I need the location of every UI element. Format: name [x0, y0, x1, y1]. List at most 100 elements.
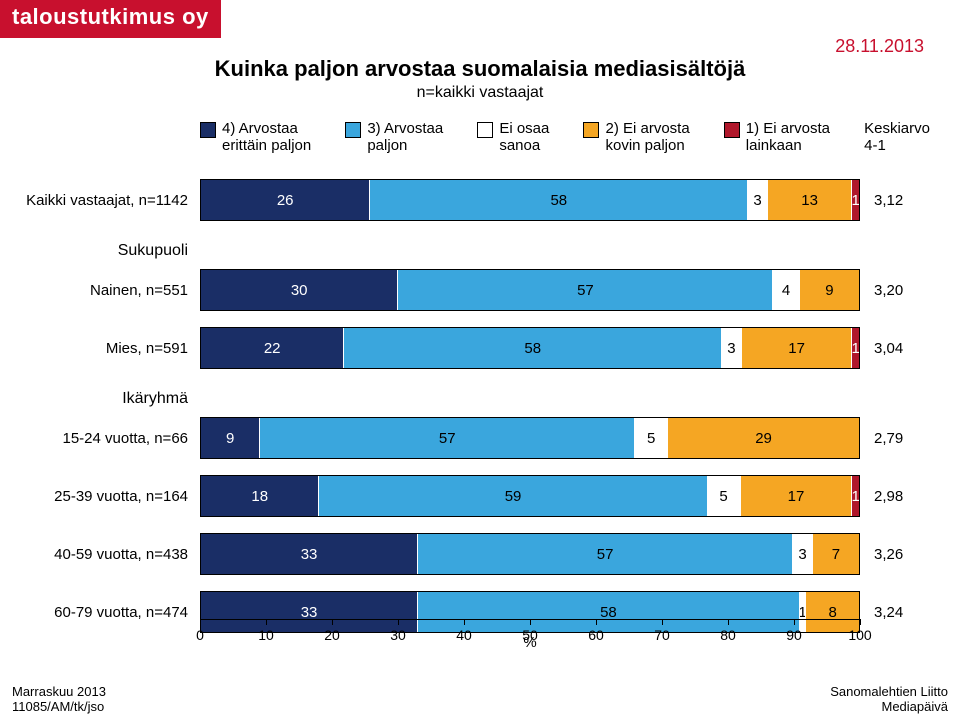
legend-item: 4) Arvostaa erittäin paljon [200, 120, 311, 155]
axis-tick [728, 619, 729, 625]
bar-segment: 29 [668, 418, 859, 458]
bar-segment: 5 [708, 476, 741, 516]
chart-subtitle: n=kaikki vastaajat [0, 84, 960, 102]
bar-segment: 33 [201, 534, 418, 574]
bar-segment: 58 [370, 180, 748, 220]
data-row: Nainen, n=5513057493,20 [0, 269, 960, 311]
brand-logo: taloustutkimus oy [0, 0, 221, 38]
legend-label: Ei osaa sanoa [499, 120, 549, 155]
legend-item: 1) Ei arvosta lainkaan [724, 120, 830, 155]
bar-segment: 26 [201, 180, 370, 220]
x-axis-label: % [200, 634, 860, 651]
legend-label: 3) Arvostaa paljon [367, 120, 443, 155]
bar-wrap: 335737 [200, 533, 860, 575]
row-label: Mies, n=591 [0, 340, 200, 357]
section-label: Sukupuoli [0, 242, 200, 260]
row-label: 40-59 vuotta, n=438 [0, 546, 200, 563]
legend-swatch [583, 122, 599, 138]
bar-wrap [200, 385, 860, 413]
axis-tick [662, 619, 663, 625]
bar-segment: 3 [722, 328, 742, 368]
chart-area: Kaikki vastaajat, n=1142265831313,12Suku… [0, 175, 960, 665]
legend-item: 3) Arvostaa paljon [345, 120, 443, 155]
legend-avg-header: Keskiarvo 4-1 [864, 120, 930, 155]
section-label: Ikäryhmä [0, 390, 200, 408]
legend-item: 2) Ei arvosta kovin paljon [583, 120, 689, 155]
row-average: 2,79 [860, 430, 940, 447]
legend-swatch [200, 122, 216, 138]
data-row: 40-59 vuotta, n=4383357373,26 [0, 533, 960, 575]
data-row: 25-39 vuotta, n=164185951712,98 [0, 475, 960, 517]
footer-left-line1: Marraskuu 2013 [12, 684, 106, 700]
bar-segment: 7 [813, 534, 859, 574]
bar-segment: 1 [852, 476, 859, 516]
row-average: 3,26 [860, 546, 940, 563]
bar-segment: 58 [344, 328, 722, 368]
bar-segment: 57 [418, 534, 793, 574]
axis-tick [596, 619, 597, 625]
bar-wrap [200, 237, 860, 265]
report-date: 28.11.2013 [835, 36, 924, 57]
bar-segment: 17 [742, 328, 853, 368]
bar-segment: 9 [201, 418, 260, 458]
legend-swatch [477, 122, 493, 138]
legend-label: 4) Arvostaa erittäin paljon [222, 120, 311, 155]
axis-tick [398, 619, 399, 625]
row-average: 3,12 [860, 192, 940, 209]
bar-segment: 22 [201, 328, 344, 368]
data-row: 15-24 vuotta, n=669575292,79 [0, 417, 960, 459]
row-average: 3,24 [860, 604, 940, 621]
bar-segment: 3 [748, 180, 768, 220]
legend-swatch [345, 122, 361, 138]
bar-wrap: 18595171 [200, 475, 860, 517]
bar-segment: 59 [319, 476, 707, 516]
bar-segment: 18 [201, 476, 319, 516]
section-label-row: Ikäryhmä [0, 385, 960, 413]
footer-left-line2: 11085/AM/tk/jso [12, 699, 106, 715]
bar-segment: 3 [793, 534, 813, 574]
legend: 4) Arvostaa erittäin paljon 3) Arvostaa p… [200, 120, 930, 155]
legend-label: 2) Ei arvosta kovin paljon [605, 120, 689, 155]
data-row: Kaikki vastaajat, n=1142265831313,12 [0, 179, 960, 221]
axis-tick [860, 619, 861, 625]
legend-swatch [724, 122, 740, 138]
row-label: Nainen, n=551 [0, 282, 200, 299]
footer-right-line2: Mediapäivä [830, 699, 948, 715]
bar-wrap: 305749 [200, 269, 860, 311]
axis-tick [200, 619, 201, 625]
bar-segment: 4 [773, 270, 799, 310]
x-axis: 0102030405060708090100 [200, 619, 860, 627]
bar-segment: 9 [800, 270, 859, 310]
legend-label: 1) Ei arvosta lainkaan [746, 120, 830, 155]
section-label-row: Sukupuoli [0, 237, 960, 265]
row-label: Kaikki vastaajat, n=1142 [0, 192, 200, 209]
data-row: Mies, n=591225831713,04 [0, 327, 960, 369]
bar-wrap: 26583131 [200, 179, 860, 221]
axis-tick [266, 619, 267, 625]
bar-segment: 30 [201, 270, 398, 310]
row-label: 60-79 vuotta, n=474 [0, 604, 200, 621]
bar-segment: 17 [741, 476, 853, 516]
axis-tick [794, 619, 795, 625]
axis-tick [332, 619, 333, 625]
bar-wrap: 957529 [200, 417, 860, 459]
bar-segment: 57 [398, 270, 773, 310]
row-average: 3,20 [860, 282, 940, 299]
bar-segment: 57 [260, 418, 635, 458]
bar-segment: 13 [768, 180, 853, 220]
axis-tick [530, 619, 531, 625]
axis-tick [464, 619, 465, 625]
bar-segment: 5 [635, 418, 668, 458]
row-average: 3,04 [860, 340, 940, 357]
row-label: 25-39 vuotta, n=164 [0, 488, 200, 505]
bar-segment: 1 [852, 328, 859, 368]
footer-left: Marraskuu 2013 11085/AM/tk/jso [12, 684, 106, 715]
title-block: Kuinka paljon arvostaa suomalaisia media… [0, 56, 960, 102]
bar-segment: 1 [852, 180, 859, 220]
chart-title: Kuinka paljon arvostaa suomalaisia media… [0, 56, 960, 82]
footer-right: Sanomalehtien Liitto Mediapäivä [830, 684, 948, 715]
bar-wrap: 22583171 [200, 327, 860, 369]
legend-item: Ei osaa sanoa [477, 120, 549, 155]
row-label: 15-24 vuotta, n=66 [0, 430, 200, 447]
footer-right-line1: Sanomalehtien Liitto [830, 684, 948, 700]
